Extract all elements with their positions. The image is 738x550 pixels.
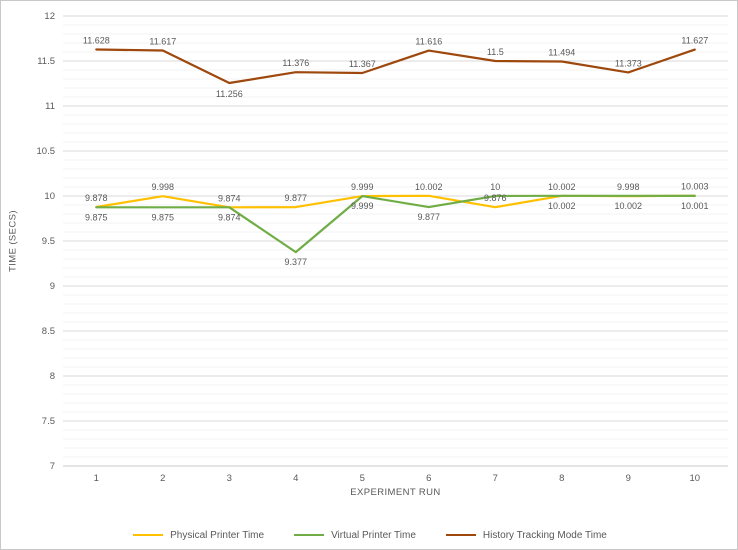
svg-text:11.628: 11.628 bbox=[83, 36, 110, 46]
svg-text:11.617: 11.617 bbox=[149, 37, 176, 47]
svg-text:11.367: 11.367 bbox=[349, 59, 376, 69]
y-axis-title: TIME (SECS) bbox=[7, 210, 19, 272]
svg-text:3: 3 bbox=[227, 473, 232, 484]
x-axis-title: EXPERIMENT RUN bbox=[350, 487, 441, 498]
svg-text:2: 2 bbox=[160, 473, 165, 484]
svg-text:9.876: 9.876 bbox=[484, 193, 507, 203]
svg-text:7: 7 bbox=[50, 461, 55, 472]
svg-text:10.002: 10.002 bbox=[548, 201, 576, 211]
svg-text:12: 12 bbox=[44, 11, 55, 22]
svg-text:9.874: 9.874 bbox=[218, 212, 241, 222]
svg-text:10.002: 10.002 bbox=[415, 182, 443, 192]
svg-text:11.256: 11.256 bbox=[216, 89, 243, 99]
svg-text:11.627: 11.627 bbox=[681, 36, 708, 46]
legend: Physical Printer Time Virtual Printer Tim… bbox=[1, 525, 737, 545]
svg-text:10.003: 10.003 bbox=[681, 182, 709, 192]
legend-label: Physical Printer Time bbox=[170, 529, 265, 541]
svg-text:1: 1 bbox=[94, 473, 99, 484]
svg-text:7.5: 7.5 bbox=[42, 416, 55, 427]
legend-item: Virtual Printer Time bbox=[294, 530, 416, 541]
svg-text:10.002: 10.002 bbox=[548, 182, 576, 192]
svg-text:9.998: 9.998 bbox=[152, 182, 175, 192]
legend-line-swatch bbox=[445, 533, 476, 537]
legend-label: History Tracking Mode Time bbox=[482, 529, 607, 541]
legend-item: Physical Printer Time bbox=[133, 530, 264, 541]
svg-text:11.5: 11.5 bbox=[37, 56, 55, 67]
svg-text:9.875: 9.875 bbox=[152, 212, 175, 222]
svg-text:8: 8 bbox=[50, 371, 55, 382]
svg-text:9.998: 9.998 bbox=[617, 182, 640, 192]
svg-text:9.999: 9.999 bbox=[351, 201, 374, 211]
svg-text:11.616: 11.616 bbox=[415, 37, 442, 47]
svg-text:9.875: 9.875 bbox=[85, 212, 108, 222]
svg-text:10: 10 bbox=[690, 473, 701, 484]
legend-item: History Tracking Mode Time bbox=[445, 529, 607, 541]
svg-text:10.001: 10.001 bbox=[681, 201, 709, 211]
svg-text:9.999: 9.999 bbox=[351, 182, 374, 192]
svg-text:9.877: 9.877 bbox=[285, 193, 308, 203]
svg-text:10: 10 bbox=[44, 191, 55, 202]
svg-text:9.5: 9.5 bbox=[42, 236, 55, 247]
legend-line-swatch bbox=[294, 533, 325, 537]
svg-text:11.376: 11.376 bbox=[282, 58, 309, 68]
svg-text:8: 8 bbox=[559, 473, 564, 484]
svg-text:10: 10 bbox=[490, 182, 500, 192]
legend-line-swatch bbox=[133, 533, 164, 537]
svg-text:11.373: 11.373 bbox=[615, 58, 642, 68]
svg-text:9.874: 9.874 bbox=[218, 193, 241, 203]
svg-text:6: 6 bbox=[426, 473, 431, 484]
svg-text:9: 9 bbox=[50, 281, 55, 292]
svg-text:9.377: 9.377 bbox=[285, 257, 308, 267]
svg-text:9.877: 9.877 bbox=[418, 212, 441, 222]
svg-text:11.5: 11.5 bbox=[487, 47, 504, 57]
svg-text:5: 5 bbox=[360, 473, 365, 484]
legend-label: Virtual Printer Time bbox=[331, 529, 416, 541]
svg-text:9: 9 bbox=[626, 473, 631, 484]
svg-text:10.002: 10.002 bbox=[615, 201, 643, 211]
svg-text:11.494: 11.494 bbox=[548, 48, 575, 58]
svg-text:8.5: 8.5 bbox=[42, 326, 55, 337]
svg-text:10.5: 10.5 bbox=[37, 146, 56, 157]
svg-text:11: 11 bbox=[45, 101, 55, 112]
svg-text:4: 4 bbox=[293, 473, 298, 484]
svg-text:9.878: 9.878 bbox=[85, 193, 108, 203]
svg-text:7: 7 bbox=[493, 473, 498, 484]
